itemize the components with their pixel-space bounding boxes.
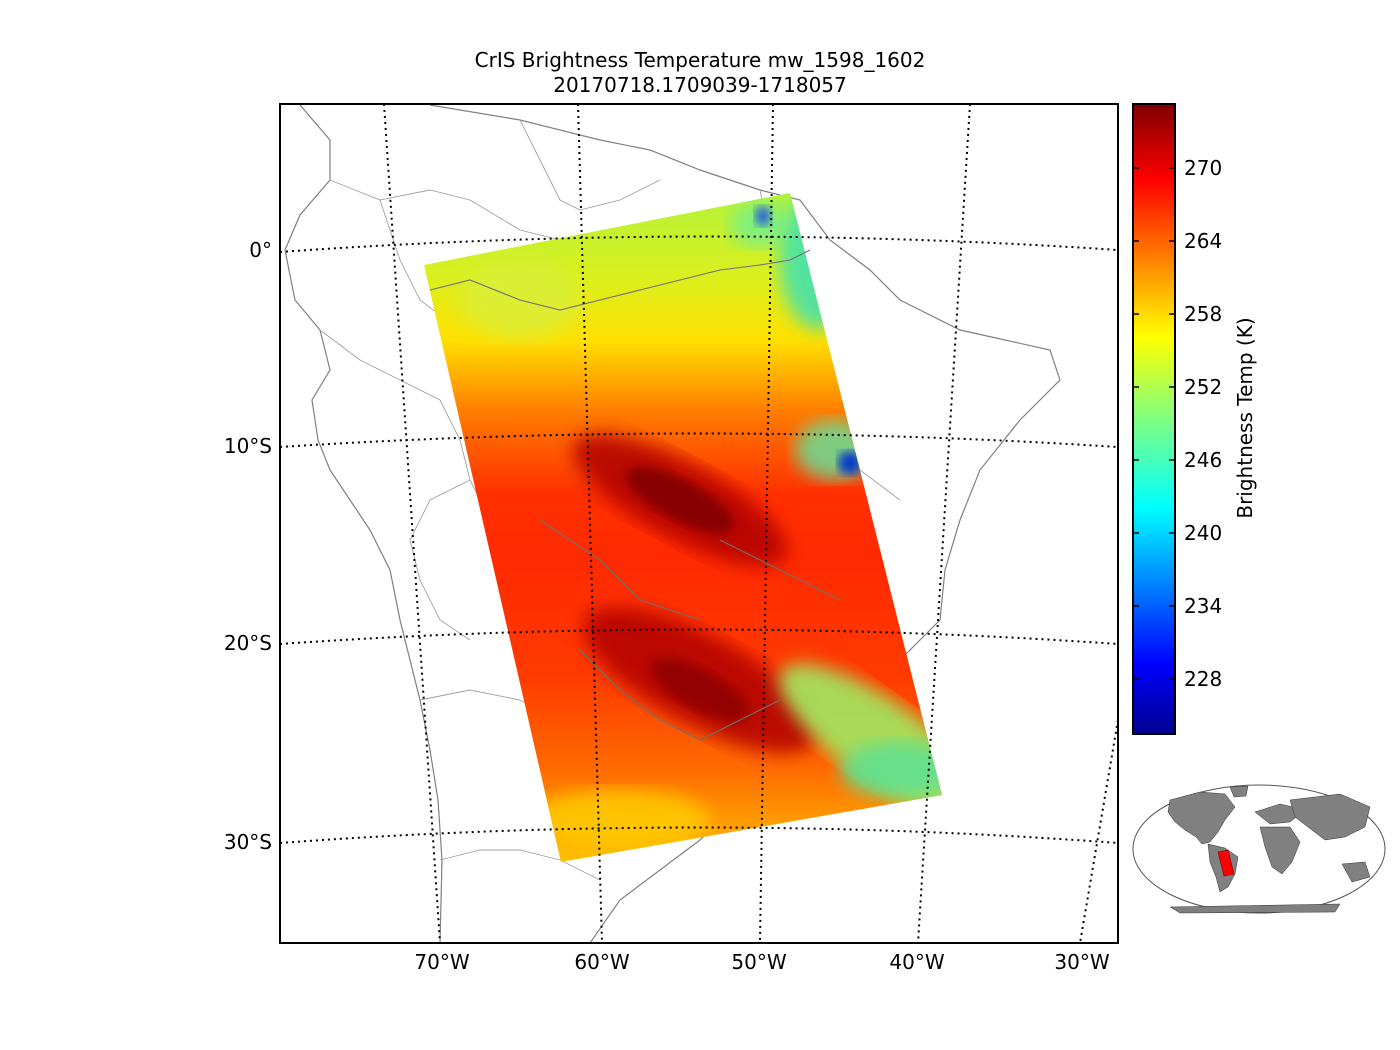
antarctica-shape xyxy=(1169,903,1341,914)
colorbar-label: Brightness Temp (K) xyxy=(1233,317,1257,519)
coastline-overlay xyxy=(429,249,841,741)
chart-subtitle: 20170718.1709039-1718057 xyxy=(553,73,847,97)
colorbar-tick-252: 252 xyxy=(1184,375,1223,399)
greenland-shape xyxy=(1229,785,1249,798)
lon-label-50w: 50°W xyxy=(731,950,787,974)
colorbar-tick-240: 240 xyxy=(1184,521,1223,545)
overview-globe-inset xyxy=(1132,784,1386,914)
lat-label-30s: 30°S xyxy=(223,830,272,854)
australia-shape xyxy=(1341,861,1371,883)
map-frame xyxy=(279,103,1119,944)
colorbar-tick-246: 246 xyxy=(1184,448,1223,472)
lon-label-70w: 70°W xyxy=(414,950,470,974)
lat-label-0: 0° xyxy=(249,238,272,262)
colorbar-tick-270: 270 xyxy=(1184,156,1223,180)
swath-footprint xyxy=(1217,849,1235,877)
chart-title: CrIS Brightness Temperature mw_1598_1602 xyxy=(474,48,926,72)
lon-label-30w: 30°W xyxy=(1054,950,1110,974)
north-america-shape xyxy=(1167,791,1236,845)
cold-cloud-spot xyxy=(838,451,862,475)
colorbar-tick-258: 258 xyxy=(1184,302,1223,326)
asia-shape xyxy=(1289,793,1371,841)
lat-label-20s: 20°S xyxy=(223,631,272,655)
africa-shape xyxy=(1259,826,1301,875)
brightness-temp-swath xyxy=(424,193,942,862)
lon-label-60w: 60°W xyxy=(574,950,630,974)
lon-label-40w: 40°W xyxy=(889,950,945,974)
colorbar xyxy=(1132,103,1176,735)
colorbar-gradient xyxy=(1132,103,1176,735)
lat-label-10s: 10°S xyxy=(223,434,272,458)
graticule xyxy=(280,104,1118,943)
cold-cloud-spot xyxy=(755,206,771,226)
colorbar-tick-234: 234 xyxy=(1184,594,1223,618)
colorbar-tick-228: 228 xyxy=(1184,667,1223,691)
colorbar-tick-264: 264 xyxy=(1184,229,1223,253)
